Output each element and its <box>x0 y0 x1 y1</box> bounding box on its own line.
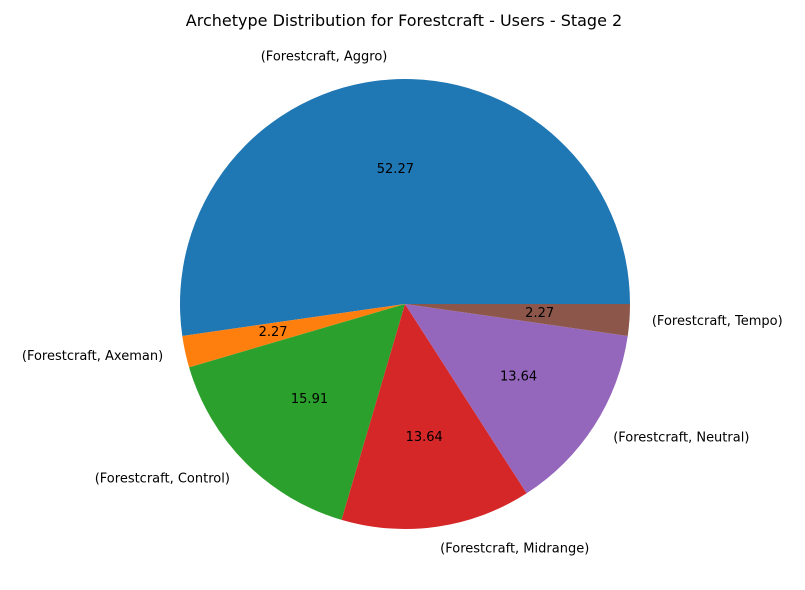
pie-slice <box>182 304 405 368</box>
pie-labels: (Forestcraft, Aggro) 52.27 (Forestcraft, A… <box>22 50 783 557</box>
slice-label: (Forestcraft, Neutral) <box>613 430 749 445</box>
pie-slice <box>405 304 628 494</box>
slice-value-label: 15.91 <box>291 392 328 407</box>
slice-value-label: 13.64 <box>406 430 443 445</box>
slice-label: (Forestcraft, Axeman) <box>22 349 163 364</box>
slice-label: (Forestcraft, Aggro) <box>261 50 388 65</box>
pie-slice <box>405 304 630 336</box>
slice-value-label: 2.27 <box>525 306 554 321</box>
slice-label: (Forestcraft, Tempo) <box>652 314 783 329</box>
slice-value-label: 13.64 <box>500 369 537 384</box>
pie-slices <box>179 78 631 529</box>
pie-slice <box>179 78 631 336</box>
pie-slice <box>341 304 527 529</box>
slice-value-label: 2.27 <box>259 325 288 340</box>
slice-value-label: 52.27 <box>377 162 414 177</box>
slice-label: (Forestcraft, Midrange) <box>440 541 589 556</box>
slice-label: (Forestcraft, Control) <box>95 471 230 486</box>
chart-title: Archetype Distribution for Forestcraft -… <box>186 11 622 30</box>
pie-slice <box>189 304 405 520</box>
